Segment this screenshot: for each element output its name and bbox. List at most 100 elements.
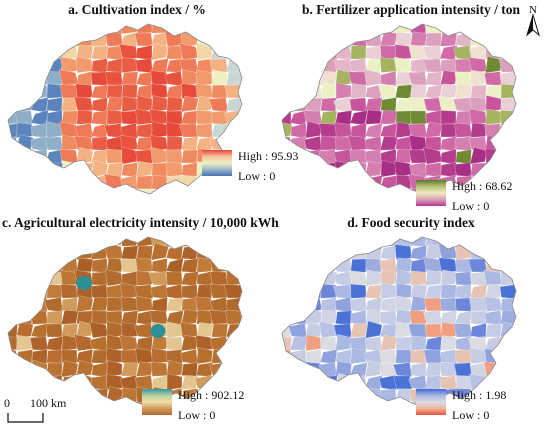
district-cell: [8, 188, 19, 194]
district-cell: [166, 136, 183, 151]
district-cell: [320, 186, 337, 194]
district-cell: [364, 136, 382, 152]
district-cell: [485, 237, 502, 248]
district-cell: [8, 237, 19, 247]
district-cell: [166, 244, 184, 261]
district-cell: [379, 57, 397, 73]
district-cell: [76, 146, 94, 165]
district-cell: [121, 310, 139, 325]
district-cell: [514, 237, 516, 248]
district-cell: [282, 24, 292, 34]
district-cell: [424, 121, 443, 139]
district-cell: [317, 24, 338, 34]
district-cell: [469, 97, 487, 112]
district-cell: [304, 237, 322, 248]
panel-title: b. Fertilizer application intensity / to…: [302, 2, 520, 17]
district-cell: [238, 109, 242, 125]
district-cell: [106, 284, 123, 300]
district-cell: [91, 96, 108, 113]
district-cell: [8, 256, 18, 274]
district-cell: [349, 362, 368, 378]
district-cell: [303, 271, 323, 286]
district-cell: [8, 245, 19, 260]
district-cell: [515, 83, 516, 99]
district-cell: [121, 95, 138, 112]
district-cell: [350, 309, 367, 326]
district-cell: [76, 24, 93, 35]
district-cell: [196, 347, 213, 365]
district-cell: [282, 399, 292, 407]
district-cell: [166, 161, 183, 177]
district-cell: [211, 188, 229, 194]
district-cells: [282, 24, 516, 194]
district-cell: [195, 175, 214, 191]
district-cell: [210, 24, 228, 35]
district-cell: [91, 349, 109, 364]
region-outline: [7, 23, 243, 195]
district-cell: [46, 284, 63, 299]
district-cell: [394, 187, 413, 194]
district-cell: [304, 83, 322, 99]
district-cell: [317, 44, 338, 61]
district-cell: [16, 69, 33, 87]
district-cell: [282, 56, 293, 74]
district-cell: [226, 360, 242, 378]
district-cell: [365, 269, 382, 287]
district-cell: [135, 149, 153, 164]
district-cell: [59, 84, 79, 99]
district-cell: [105, 71, 123, 86]
district-cell: [380, 297, 397, 313]
legend-high-label: High : 95.93: [238, 149, 299, 163]
panel-title: c. Agricultural electricity intensity / …: [2, 215, 279, 230]
district-cell: [8, 24, 18, 34]
district-cell: [121, 24, 138, 35]
district-cell: [377, 84, 398, 99]
district-cell: [76, 258, 94, 273]
district-cell: [350, 401, 368, 407]
scale-bar: 0 100 km: [4, 396, 124, 426]
district-cell: [455, 271, 472, 286]
district-cell: [151, 42, 169, 61]
district-cell: [289, 310, 307, 325]
district-cell: [499, 349, 516, 365]
district-cell: [305, 388, 322, 403]
hotspot-area: [76, 276, 92, 290]
district-cell: [453, 122, 472, 138]
district-cell: [290, 122, 307, 139]
district-cell: [181, 362, 198, 377]
district-cell: [365, 97, 383, 112]
district-cell: [380, 70, 397, 87]
region-outline: [7, 236, 243, 408]
district-cell: [211, 323, 229, 338]
district-cell: [241, 258, 242, 273]
district-cell: [121, 322, 138, 338]
district-cell: [165, 336, 183, 351]
district-cell: [455, 82, 473, 99]
district-cell: [500, 45, 516, 60]
district-cell: [181, 24, 198, 34]
district-cell: [410, 335, 427, 351]
district-cell: [395, 257, 413, 273]
district-cell: [91, 362, 108, 378]
district-cell: [379, 335, 398, 351]
district-cell: [395, 136, 412, 152]
district-cell: [320, 237, 337, 248]
district-cell: [423, 45, 443, 60]
district-cell: [319, 336, 337, 351]
district-cell: [379, 136, 398, 151]
district-cell: [241, 96, 242, 112]
district-cell: [425, 32, 442, 47]
district-cell: [135, 58, 153, 73]
district-cell: [90, 84, 109, 100]
district-cell: [335, 32, 353, 48]
scale-zero-label: 0: [4, 396, 10, 410]
district-cell: [348, 270, 368, 286]
district-cell: [106, 374, 123, 390]
district-cell: [76, 237, 93, 247]
district-cell: [455, 149, 472, 165]
north-arrow-icon: N: [520, 2, 546, 38]
district-cell: [514, 162, 516, 177]
district-cell: [165, 149, 183, 164]
district-cell: [409, 162, 427, 178]
district-cell: [151, 258, 168, 274]
